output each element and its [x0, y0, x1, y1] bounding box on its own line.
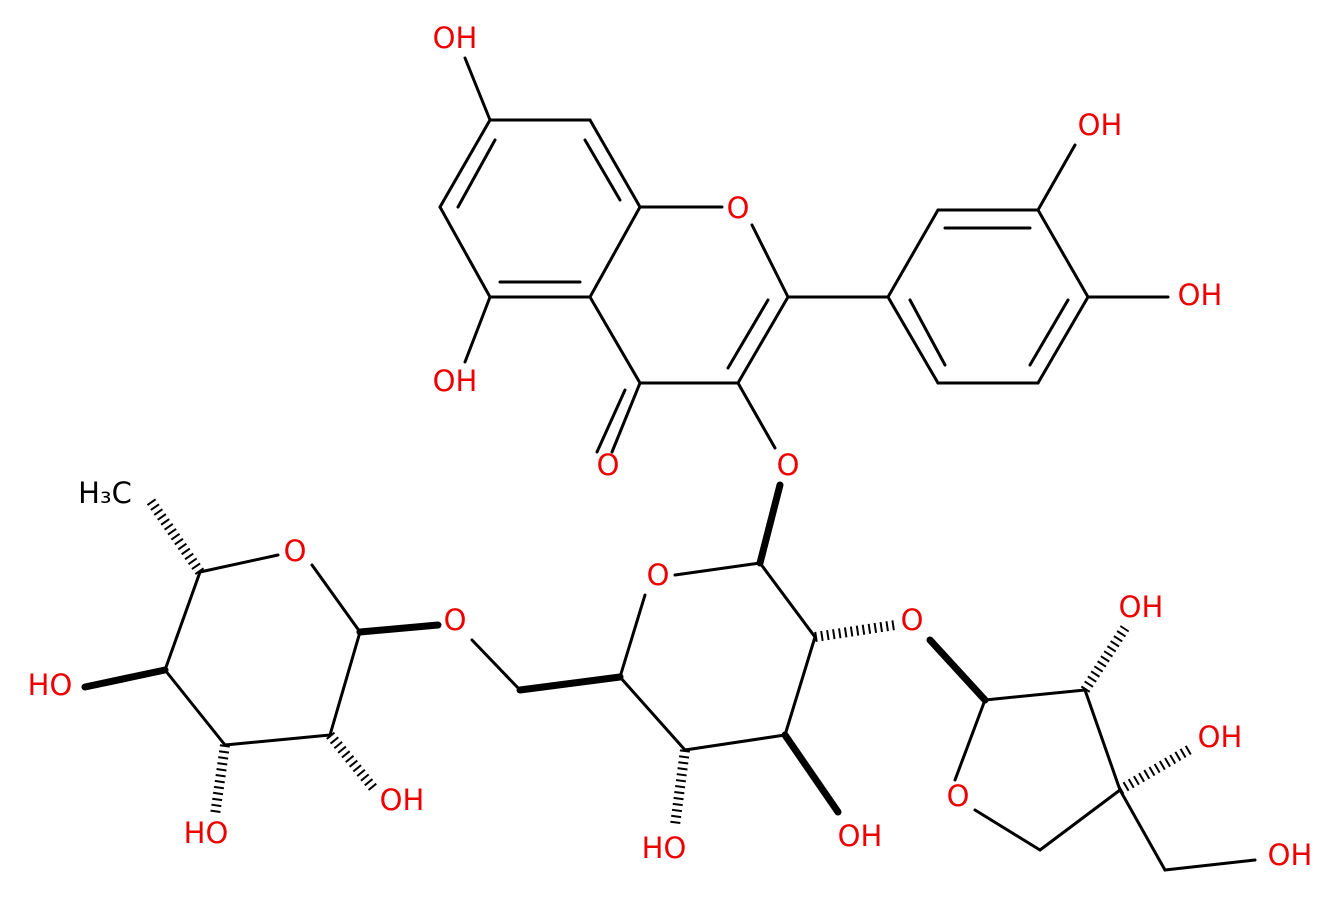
- atom-label: OH: [1178, 278, 1223, 312]
- atom-label: O: [284, 534, 307, 568]
- atom-label: O: [777, 448, 800, 482]
- atom-label: HO: [184, 816, 229, 850]
- atom-label: OH: [380, 783, 425, 817]
- atom-label: OH: [1078, 108, 1123, 142]
- atom-label: HO: [28, 668, 73, 702]
- atom-label: OH: [838, 819, 883, 853]
- atom-label: O: [647, 558, 670, 592]
- atom-label: O: [901, 603, 924, 637]
- atom-label: H₃C: [78, 476, 132, 510]
- atom-label: O: [444, 603, 467, 637]
- bonds: [81, 56, 1257, 872]
- atom-label: HO: [642, 831, 687, 865]
- atom-label: O: [727, 191, 750, 225]
- atom-label: OH: [1198, 720, 1243, 754]
- atom-label: OH: [433, 364, 478, 398]
- atom-label: OH: [1119, 590, 1164, 624]
- atom-label: OH: [433, 21, 478, 55]
- atom-label: O: [947, 779, 970, 813]
- atom-label: O: [597, 448, 620, 482]
- atom-labels: OH OH O OH OH O O H₃C O O O OH O HO OH O…: [28, 21, 1313, 872]
- atom-label: OH: [1268, 838, 1313, 872]
